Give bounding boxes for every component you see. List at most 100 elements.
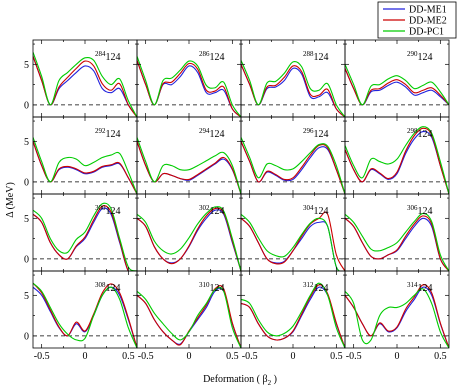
panel-frame [344,116,450,195]
series-line-dd-me2 [33,56,137,117]
mass-number: 284 [95,50,106,58]
series-line-dd-pc1 [33,51,137,117]
nucleus-label-298: 298124 [407,127,433,140]
x-tick-label: 0 [187,351,192,362]
mass-number: 304 [303,204,314,212]
legend-entry-dd-pc1: DD-PC1 [383,27,444,38]
mass-number: 314 [407,281,418,289]
element-number: 124 [418,283,433,294]
panel-288: 288124 [240,39,346,118]
mass-number: 312 [303,281,314,289]
panel-304: 304124 [240,193,346,272]
series-line-dd-pc1 [137,206,241,271]
y-tick-label: 0 [24,100,29,111]
series-line-dd-me2 [241,284,345,348]
mass-number: 292 [95,127,106,135]
x-axis-label-subscript: 2 [268,379,272,387]
series-line-dd-pc1 [33,137,137,194]
y-tick-label: 5 [24,137,29,148]
series-line-dd-me1 [33,141,137,194]
panel-frame [136,193,242,272]
series-line-dd-me1 [241,64,345,117]
element-number: 124 [210,206,225,217]
series-line-dd-pc1 [137,56,241,117]
element-number: 124 [314,283,329,294]
x-axis-label-main: Deformation ( β [203,374,268,385]
series-line-dd-me2 [345,68,449,106]
panel-frame [344,39,450,118]
panel-286: 286124 [136,39,242,118]
element-number: 124 [314,206,329,217]
mass-number: 286 [199,50,210,58]
panel-frame [240,116,346,195]
panel-284: 284124 0 5 [24,39,138,118]
panel-312: 312124 -0.5 0 0.5 [240,270,346,362]
panel-308: 308124 0 5 -0.5 0 0.5 [24,270,138,362]
series-line-dd-me2 [33,282,137,348]
mass-number: 300 [95,204,106,212]
panel-302: 302124 [136,193,242,272]
y-tick-label: 5 [24,291,29,302]
panel-frame [136,116,242,195]
x-tick-label: 0.5 [434,351,447,362]
series-line-dd-me2 [345,284,449,348]
panel-292: 292124 0 5 [24,116,138,195]
y-tick-label: 0 [24,331,29,342]
x-tick-label: 0 [291,351,296,362]
panel-296: 296124 [240,116,346,195]
series-line-dd-pc1 [345,212,449,271]
nucleus-label-290: 290124 [407,50,433,63]
element-number: 124 [106,283,121,294]
nucleus-label-284: 284124 [95,50,121,63]
nucleus-label-308: 308124 [95,281,121,294]
panel-306: 306124 [344,193,450,272]
series-line-dd-pc1 [137,137,241,194]
x-tick-label: -0.5 [346,351,362,362]
x-tick-label: 0 [83,351,88,362]
mass-number: 298 [407,127,418,135]
series-line-dd-me2 [137,141,241,194]
series-line-dd-pc1 [241,213,345,271]
mass-number: 310 [199,281,210,289]
element-number: 124 [418,52,433,63]
nucleus-label-304: 304124 [303,204,329,217]
element-number: 124 [210,52,225,63]
series-line-dd-me2 [241,64,345,117]
element-number: 124 [314,129,329,140]
series-line-dd-me1 [137,60,241,117]
nucleus-label-300: 300124 [95,204,121,217]
series-line-dd-pc1 [241,60,345,117]
panel-298: 298124 [344,116,450,195]
series-line-dd-me1 [345,68,449,106]
element-number: 124 [106,206,121,217]
y-tick-label: 5 [24,214,29,225]
series-line-dd-me1 [137,141,241,194]
series-line-dd-pc1 [241,137,345,194]
x-tick-label: 0.5 [226,351,239,362]
element-number: 124 [418,206,433,217]
x-tick-label: -0.5 [34,351,50,362]
series-line-dd-pc1 [33,282,137,348]
series-line-dd-me1 [33,286,137,348]
nucleus-label-294: 294124 [199,127,225,140]
element-number: 124 [210,283,225,294]
x-tick-label: -0.5 [242,351,258,362]
series-line-dd-pc1 [345,288,449,348]
x-tick-label: -0.5 [138,351,154,362]
nucleus-label-286: 286124 [199,50,225,63]
x-tick-label: 0.5 [122,351,135,362]
panel-frame [32,39,138,118]
mass-number: 296 [303,127,314,135]
mass-number: 302 [199,204,210,212]
nucleus-label-310: 310124 [199,281,225,294]
nucleus-label-306: 306124 [407,204,433,217]
mass-number: 294 [199,127,210,135]
panel-294: 294124 [136,116,242,195]
series-line-dd-me1 [241,217,345,271]
nucleus-label-292: 292124 [95,127,121,140]
element-number: 124 [418,129,433,140]
x-tick-label: 0 [395,351,400,362]
series-line-dd-me2 [137,60,241,117]
series-line-dd-pc1 [345,126,449,194]
